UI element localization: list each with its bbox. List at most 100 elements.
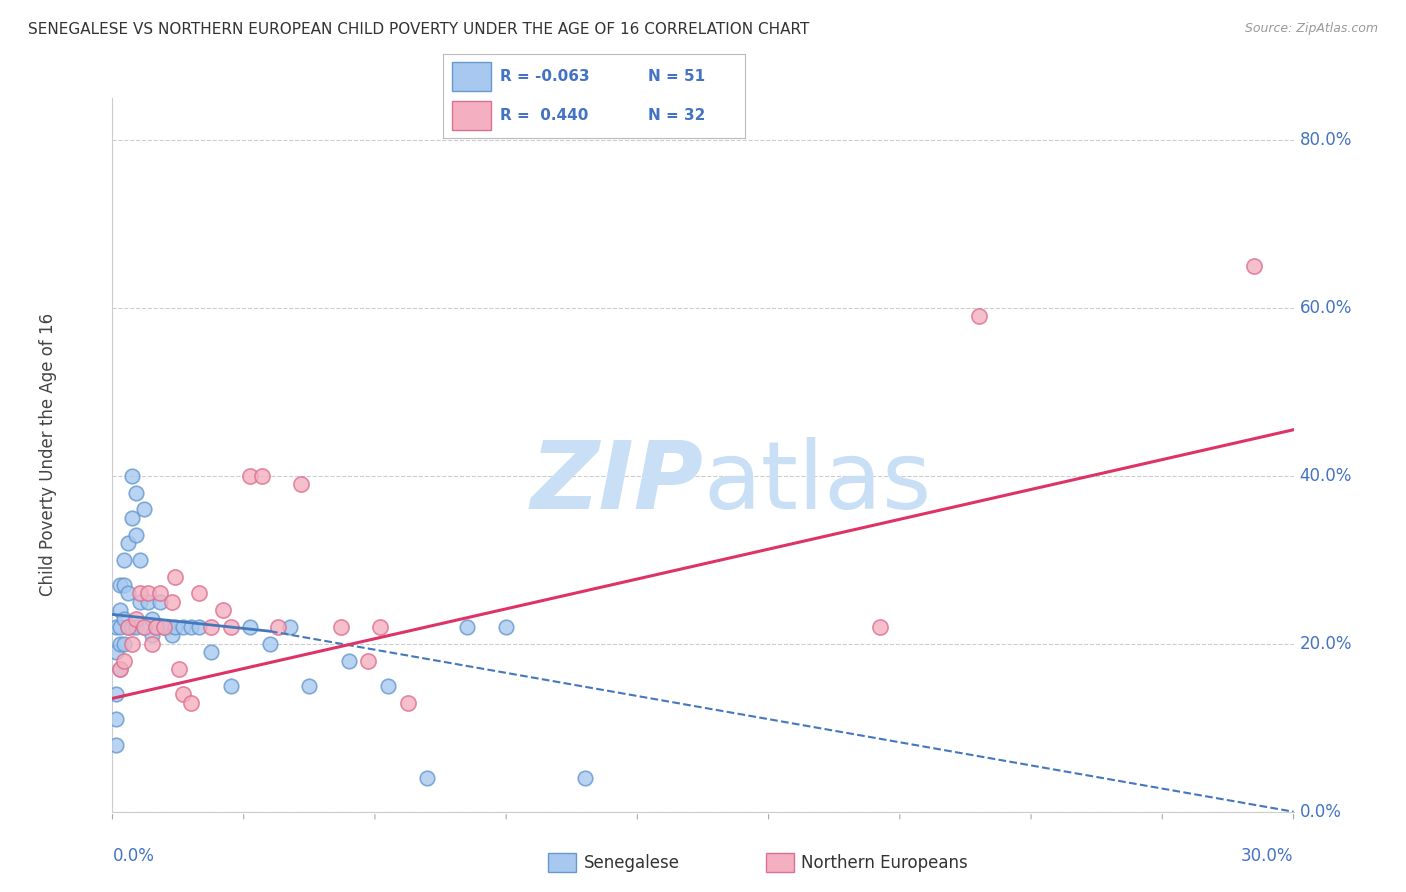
Point <box>869 620 891 634</box>
Point <box>105 738 128 752</box>
Point <box>416 771 439 785</box>
Text: ZIP: ZIP <box>530 437 703 530</box>
Point <box>967 310 990 324</box>
Point <box>141 612 163 626</box>
Point <box>136 595 159 609</box>
Text: 30.0%: 30.0% <box>1241 847 1294 865</box>
Text: 60.0%: 60.0% <box>1299 299 1351 317</box>
Point <box>117 536 139 550</box>
Point <box>169 662 191 676</box>
Point <box>152 620 174 634</box>
FancyBboxPatch shape <box>548 853 576 872</box>
Point <box>152 620 174 634</box>
Text: N = 32: N = 32 <box>648 108 706 123</box>
Point <box>239 620 262 634</box>
Text: 80.0%: 80.0% <box>1299 131 1351 149</box>
Point <box>188 620 211 634</box>
Point <box>112 637 135 651</box>
Point <box>149 586 172 600</box>
Point <box>180 696 202 710</box>
Point <box>117 620 139 634</box>
Point <box>112 553 135 567</box>
Point <box>125 527 148 541</box>
FancyBboxPatch shape <box>766 853 794 872</box>
Point <box>172 687 194 701</box>
Point <box>290 477 312 491</box>
Point <box>219 679 242 693</box>
Point <box>357 654 380 668</box>
Point <box>377 679 399 693</box>
Point <box>105 687 128 701</box>
Point <box>337 654 360 668</box>
Point <box>132 502 155 516</box>
Point <box>105 645 128 659</box>
Text: Source: ZipAtlas.com: Source: ZipAtlas.com <box>1244 22 1378 36</box>
Point <box>259 637 281 651</box>
Point <box>219 620 242 634</box>
Point <box>132 620 155 634</box>
Point <box>121 511 143 525</box>
Point <box>112 578 135 592</box>
Point <box>125 485 148 500</box>
Point <box>110 620 132 634</box>
Point <box>129 595 152 609</box>
Point <box>200 620 222 634</box>
Point <box>125 612 148 626</box>
FancyBboxPatch shape <box>451 101 491 130</box>
Point <box>136 586 159 600</box>
Point <box>110 637 132 651</box>
Point <box>165 620 187 634</box>
Point <box>145 620 167 634</box>
Point <box>110 603 132 617</box>
Point <box>160 628 183 642</box>
Point <box>368 620 391 634</box>
Point <box>200 645 222 659</box>
Point <box>110 662 132 676</box>
Point <box>149 595 172 609</box>
Point <box>239 469 262 483</box>
Point <box>172 620 194 634</box>
Text: 20.0%: 20.0% <box>1299 635 1353 653</box>
Point <box>329 620 352 634</box>
Text: 0.0%: 0.0% <box>112 847 155 865</box>
Point <box>145 620 167 634</box>
Point <box>165 569 187 583</box>
Point <box>156 620 179 634</box>
Point <box>121 620 143 634</box>
Point <box>456 620 478 634</box>
Text: R =  0.440: R = 0.440 <box>501 108 589 123</box>
Point <box>267 620 290 634</box>
Point <box>121 469 143 483</box>
Point <box>117 620 139 634</box>
Point <box>129 553 152 567</box>
Point <box>278 620 301 634</box>
Point <box>250 469 273 483</box>
FancyBboxPatch shape <box>451 62 491 91</box>
Text: Child Poverty Under the Age of 16: Child Poverty Under the Age of 16 <box>38 313 56 597</box>
Point <box>132 620 155 634</box>
Point <box>105 620 128 634</box>
Point <box>396 696 419 710</box>
Text: 0.0%: 0.0% <box>1299 803 1341 821</box>
Text: Senegalese: Senegalese <box>583 854 679 871</box>
Point <box>141 637 163 651</box>
Point <box>125 620 148 634</box>
Point <box>495 620 517 634</box>
Text: Northern Europeans: Northern Europeans <box>801 854 969 871</box>
Point <box>160 595 183 609</box>
Point <box>121 637 143 651</box>
Point <box>188 586 211 600</box>
Text: atlas: atlas <box>703 437 931 530</box>
Point <box>112 612 135 626</box>
Point <box>211 603 233 617</box>
Point <box>112 654 135 668</box>
Point <box>141 628 163 642</box>
Point <box>1243 259 1265 273</box>
Point <box>129 586 152 600</box>
Text: 40.0%: 40.0% <box>1299 467 1351 485</box>
Text: N = 51: N = 51 <box>648 69 706 84</box>
Point <box>574 771 596 785</box>
Point <box>117 586 139 600</box>
Text: R = -0.063: R = -0.063 <box>501 69 591 84</box>
Point <box>110 662 132 676</box>
